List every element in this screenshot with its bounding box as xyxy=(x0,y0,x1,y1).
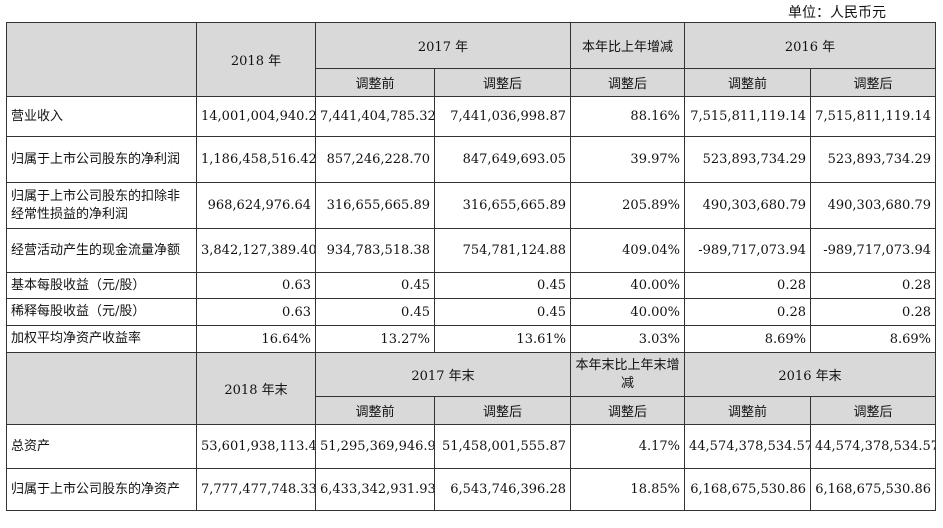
row-label: 经营活动产生的现金流量净额 xyxy=(6,228,197,273)
value-2017-before: 13.27% xyxy=(315,325,435,353)
header-label-cell xyxy=(6,22,197,97)
value-2018: 3,842,127,389.40 xyxy=(196,228,316,273)
value-2016-after: 8.69% xyxy=(810,325,936,353)
value-2017-before: 7,441,404,785.32 xyxy=(315,96,435,137)
table-row: 经营活动产生的现金流量净额 3,842,127,389.40 934,783,5… xyxy=(6,228,936,273)
value-2017-before: 0.45 xyxy=(315,298,435,326)
value-2018: 1,186,458,516.42 xyxy=(196,136,316,183)
table-row: 基本每股收益（元/股） 0.63 0.45 0.45 40.00% 0.28 0… xyxy=(6,272,936,299)
header-2018: 2018 年 xyxy=(196,22,316,97)
value-change: 88.16% xyxy=(570,96,685,137)
table-row: 加权平均净资产收益率 16.64% 13.27% 13.61% 3.03% 8.… xyxy=(6,325,936,353)
value-2016-before: 0.28 xyxy=(684,298,811,326)
financial-table: 2018 年 2017 年 本年比上年增减 2016 年 调整前 调整后 调整后… xyxy=(6,22,936,511)
value-2017-before: 316,655,665.89 xyxy=(315,182,435,229)
value-2018: 968,624,976.64 xyxy=(196,182,316,229)
table-row: 归属于上市公司股东的净资产 7,777,477,748.33 6,433,342… xyxy=(6,468,936,511)
value-2018: 0.63 xyxy=(196,272,316,299)
unit-note: 单位：人民币元 xyxy=(788,5,886,21)
row-label: 总资产 xyxy=(6,424,197,469)
value-2016-after: 0.28 xyxy=(810,272,936,299)
value-2017-after: 7,441,036,998.87 xyxy=(434,96,571,137)
table-row: 总资产 53,601,938,113.44 51,295,369,946.96 … xyxy=(6,424,936,469)
value-2016-before: 7,515,811,119.14 xyxy=(684,96,811,137)
header-2017-before: 调整前 xyxy=(315,68,435,97)
value-2017-after: 13.61% xyxy=(434,325,571,353)
value-2017-after: 0.45 xyxy=(434,272,571,299)
value-2016-after: 44,574,378,534.57 xyxy=(810,424,936,469)
header2-label-cell xyxy=(6,352,197,425)
table-row: 归属于上市公司股东的扣除非经常性损益的净利润 968,624,976.64 31… xyxy=(6,182,936,229)
header2-2016-after: 调整后 xyxy=(810,396,936,425)
value-2018: 0.63 xyxy=(196,298,316,326)
value-2016-before: 490,303,680.79 xyxy=(684,182,811,229)
value-2018: 14,001,004,940.28 xyxy=(196,96,316,137)
header-2016: 2016 年 xyxy=(684,22,936,69)
value-2016-after: 490,303,680.79 xyxy=(810,182,936,229)
value-2016-after: 7,515,811,119.14 xyxy=(810,96,936,137)
value-2016-after: -989,717,073.94 xyxy=(810,228,936,273)
header2-2018: 2018 年末 xyxy=(196,352,316,425)
value-2016-before: 6,168,675,530.86 xyxy=(684,468,811,511)
value-2017-after: 316,655,665.89 xyxy=(434,182,571,229)
value-2017-after: 0.45 xyxy=(434,298,571,326)
value-change: 409.04% xyxy=(570,228,685,273)
value-2017-before: 934,783,518.38 xyxy=(315,228,435,273)
header2-2017: 2017 年末 xyxy=(315,352,571,397)
header-2016-before: 调整前 xyxy=(684,68,811,97)
row-label: 基本每股收益（元/股） xyxy=(6,272,197,299)
value-2016-after: 523,893,734.29 xyxy=(810,136,936,183)
header-2016-after: 调整后 xyxy=(810,68,936,97)
header-2017: 2017 年 xyxy=(315,22,571,69)
table-row: 稀释每股收益（元/股） 0.63 0.45 0.45 40.00% 0.28 0… xyxy=(6,298,936,326)
header2-2017-after: 调整后 xyxy=(434,396,571,425)
header-change: 本年比上年增减 xyxy=(570,22,685,69)
row-label: 归属于上市公司股东的净资产 xyxy=(6,468,197,511)
row-label: 归属于上市公司股东的净利润 xyxy=(6,136,197,183)
table-row: 营业收入 14,001,004,940.28 7,441,404,785.32 … xyxy=(6,96,936,137)
value-2018: 16.64% xyxy=(196,325,316,353)
value-change: 18.85% xyxy=(570,468,685,511)
row-label: 归属于上市公司股东的扣除非经常性损益的净利润 xyxy=(6,182,197,229)
value-2017-before: 51,295,369,946.96 xyxy=(315,424,435,469)
value-change: 4.17% xyxy=(570,424,685,469)
value-change: 205.89% xyxy=(570,182,685,229)
value-2017-before: 6,433,342,931.93 xyxy=(315,468,435,511)
value-2016-before: 523,893,734.29 xyxy=(684,136,811,183)
value-2017-before: 0.45 xyxy=(315,272,435,299)
value-2018: 7,777,477,748.33 xyxy=(196,468,316,511)
value-2018: 53,601,938,113.44 xyxy=(196,424,316,469)
header-change-after: 调整后 xyxy=(570,68,685,97)
header2-2017-before: 调整前 xyxy=(315,396,435,425)
header2-2016-before: 调整前 xyxy=(684,396,811,425)
value-2017-after: 51,458,001,555.87 xyxy=(434,424,571,469)
header2-change: 本年末比上年末增减 xyxy=(570,352,685,397)
value-change: 39.97% xyxy=(570,136,685,183)
value-2016-before: 0.28 xyxy=(684,272,811,299)
header2-change-after: 调整后 xyxy=(570,396,685,425)
value-2016-before: -989,717,073.94 xyxy=(684,228,811,273)
value-2016-before: 8.69% xyxy=(684,325,811,353)
row-label: 稀释每股收益（元/股） xyxy=(6,298,197,326)
value-change: 3.03% xyxy=(570,325,685,353)
value-2016-before: 44,574,378,534.57 xyxy=(684,424,811,469)
value-2016-after: 0.28 xyxy=(810,298,936,326)
value-2017-after: 847,649,693.05 xyxy=(434,136,571,183)
value-change: 40.00% xyxy=(570,298,685,326)
header-2017-after: 调整后 xyxy=(434,68,571,97)
table-row: 归属于上市公司股东的净利润 1,186,458,516.42 857,246,2… xyxy=(6,136,936,183)
value-2017-after: 6,543,746,396.28 xyxy=(434,468,571,511)
row-label: 加权平均净资产收益率 xyxy=(6,325,197,353)
value-2017-after: 754,781,124.88 xyxy=(434,228,571,273)
value-2016-after: 6,168,675,530.86 xyxy=(810,468,936,511)
value-change: 40.00% xyxy=(570,272,685,299)
value-2017-before: 857,246,228.70 xyxy=(315,136,435,183)
row-label: 营业收入 xyxy=(6,96,197,137)
header2-2016: 2016 年末 xyxy=(684,352,936,397)
